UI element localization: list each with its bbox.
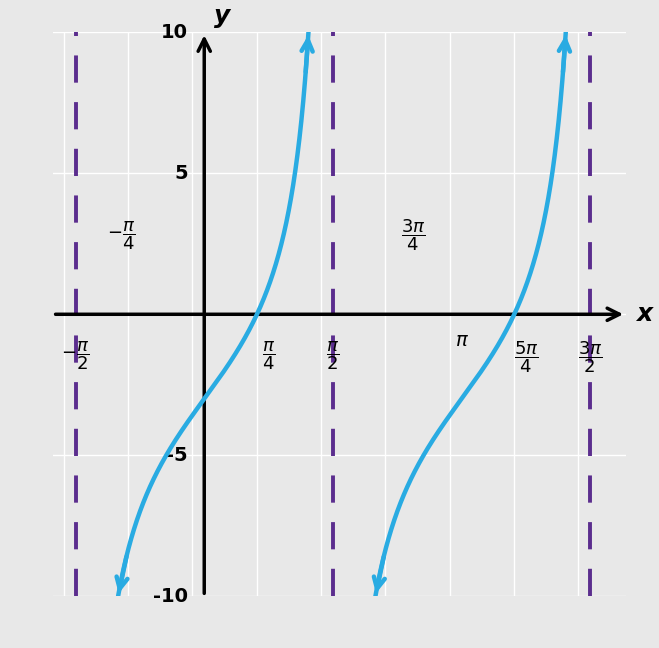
- Text: -5: -5: [166, 446, 188, 465]
- Text: $\dfrac{3\pi}{2}$: $\dfrac{3\pi}{2}$: [578, 340, 602, 375]
- Text: 10: 10: [161, 23, 188, 42]
- Text: y: y: [214, 4, 231, 28]
- Text: $\dfrac{\pi}{2}$: $\dfrac{\pi}{2}$: [326, 340, 339, 373]
- Text: $-\dfrac{\pi}{2}$: $-\dfrac{\pi}{2}$: [61, 340, 90, 373]
- Text: $\dfrac{3\pi}{4}$: $\dfrac{3\pi}{4}$: [401, 218, 426, 253]
- Text: $-\dfrac{\pi}{4}$: $-\dfrac{\pi}{4}$: [107, 219, 136, 251]
- Text: -10: -10: [153, 586, 188, 606]
- Text: $\dfrac{\pi}{4}$: $\dfrac{\pi}{4}$: [262, 340, 275, 373]
- Text: $\pi$: $\pi$: [455, 331, 469, 350]
- Text: x: x: [636, 302, 652, 327]
- Text: 5: 5: [174, 164, 188, 183]
- Text: $\dfrac{5\pi}{4}$: $\dfrac{5\pi}{4}$: [513, 340, 538, 375]
